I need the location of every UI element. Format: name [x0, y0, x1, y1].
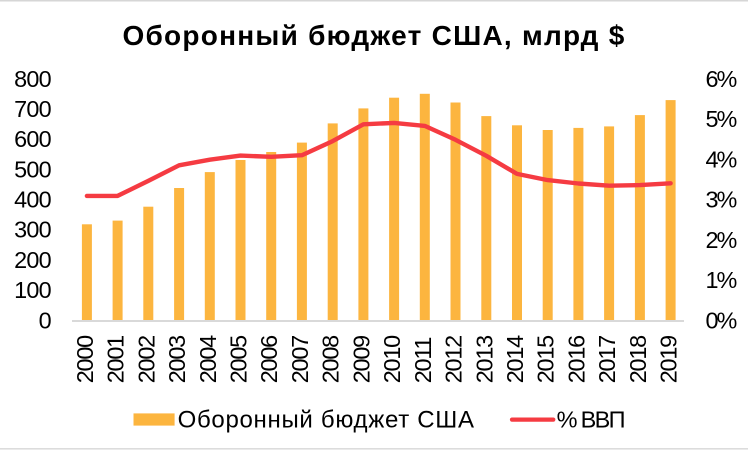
svg-text:2017: 2017 — [594, 336, 620, 383]
svg-text:2009: 2009 — [348, 336, 374, 383]
svg-text:2015: 2015 — [533, 335, 559, 383]
svg-text:600: 600 — [14, 126, 51, 152]
svg-text:2010: 2010 — [379, 335, 405, 383]
svg-text:0%: 0% — [705, 307, 736, 333]
svg-text:3%: 3% — [705, 187, 736, 213]
svg-text:6%: 6% — [705, 66, 736, 92]
svg-text:1%: 1% — [705, 267, 736, 293]
svg-text:2012: 2012 — [441, 336, 467, 383]
svg-text:2018: 2018 — [625, 336, 651, 383]
svg-text:5%: 5% — [705, 106, 736, 132]
svg-text:2014: 2014 — [502, 335, 528, 383]
svg-text:0: 0 — [39, 307, 52, 333]
svg-text:2008: 2008 — [318, 336, 344, 383]
svg-text:4%: 4% — [705, 146, 736, 172]
svg-text:500: 500 — [14, 156, 51, 182]
svg-text:2002: 2002 — [133, 336, 159, 383]
svg-text:2006: 2006 — [256, 336, 282, 383]
svg-text:2003: 2003 — [164, 336, 190, 383]
svg-text:800: 800 — [14, 66, 51, 92]
svg-text:700: 700 — [14, 96, 51, 122]
svg-text:% ВВП: % ВВП — [557, 406, 625, 432]
svg-text:2007: 2007 — [287, 336, 313, 383]
svg-text:100: 100 — [14, 277, 51, 303]
svg-text:2013: 2013 — [471, 336, 497, 383]
svg-text:2004: 2004 — [195, 335, 221, 383]
svg-text:2001: 2001 — [103, 336, 129, 383]
svg-text:2%: 2% — [705, 227, 736, 253]
svg-text:300: 300 — [14, 217, 51, 243]
svg-text:Оборонный бюджет США, млрд $: Оборонный бюджет США, млрд $ — [122, 20, 625, 51]
svg-text:2005: 2005 — [226, 335, 252, 383]
svg-text:2019: 2019 — [656, 336, 682, 383]
svg-text:200: 200 — [14, 247, 51, 273]
svg-text:400: 400 — [14, 187, 51, 213]
svg-text:2000: 2000 — [72, 335, 98, 383]
svg-text:2011: 2011 — [410, 338, 436, 384]
svg-text:Оборонный бюджет США: Оборонный бюджет США — [178, 406, 475, 433]
svg-text:2016: 2016 — [563, 336, 589, 383]
